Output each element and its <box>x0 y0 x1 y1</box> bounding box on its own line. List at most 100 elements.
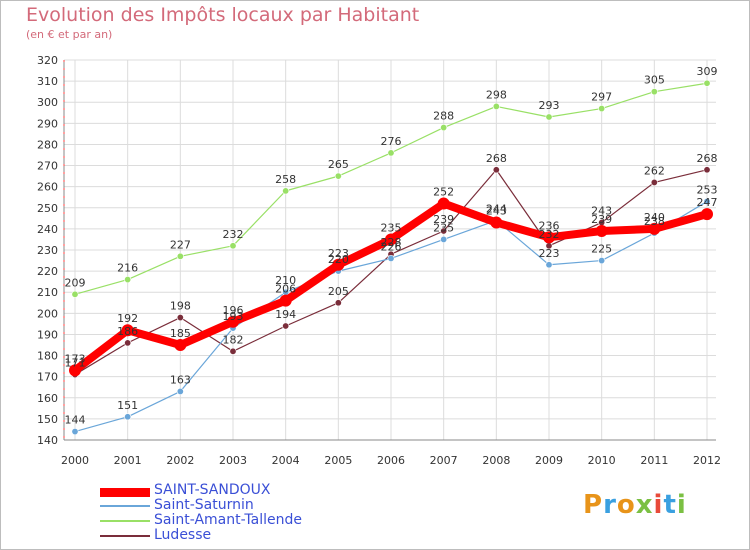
data-point <box>176 314 184 322</box>
logo-letter: i <box>653 490 664 520</box>
data-point <box>387 149 395 157</box>
data-label: 236 <box>539 219 560 232</box>
data-point <box>701 208 713 221</box>
data-label: 226 <box>381 240 402 253</box>
legend-swatch <box>100 488 150 497</box>
data-point <box>598 105 606 113</box>
y-tick-label: 180 <box>37 350 58 363</box>
y-tick-label: 220 <box>37 265 58 278</box>
data-label: 247 <box>697 196 718 209</box>
data-point <box>282 187 290 195</box>
data-point <box>174 339 187 351</box>
data-point <box>595 225 608 237</box>
data-label: 239 <box>591 213 612 226</box>
data-point <box>440 235 448 243</box>
data-label: 227 <box>170 238 191 251</box>
data-label: 265 <box>328 158 349 171</box>
y-tick-label: 300 <box>37 96 58 109</box>
data-label: 268 <box>486 152 507 165</box>
chart-title: Evolution des Impôts locaux par Habitant <box>26 4 420 26</box>
y-tick-label: 270 <box>37 160 58 173</box>
data-label: 253 <box>697 183 718 196</box>
data-label: 144 <box>65 414 86 427</box>
data-point <box>176 387 184 395</box>
data-point <box>492 102 500 110</box>
y-tick-label: 140 <box>37 434 58 447</box>
data-label: 173 <box>65 352 86 365</box>
x-tick-label: 2011 <box>640 454 668 467</box>
data-point <box>227 315 239 328</box>
data-label: 288 <box>433 110 454 123</box>
data-label: 220 <box>328 253 349 266</box>
data-point <box>545 261 553 269</box>
y-tick-label: 210 <box>37 286 58 299</box>
data-point <box>282 322 290 330</box>
legend-swatch <box>100 505 150 507</box>
data-label: 293 <box>539 99 560 112</box>
data-label: 309 <box>697 65 718 78</box>
data-label: 244 <box>486 202 507 215</box>
data-point <box>334 172 342 180</box>
data-label: 252 <box>433 186 454 199</box>
y-tick-label: 190 <box>37 328 58 341</box>
x-tick-label: 2003 <box>219 454 247 467</box>
chart-subtitle: (en € et par an) <box>26 28 113 41</box>
data-label: 239 <box>433 213 454 226</box>
x-tick-label: 2005 <box>324 454 352 467</box>
data-point <box>387 254 395 262</box>
y-tick-label: 280 <box>37 138 58 151</box>
y-tick-label: 230 <box>37 244 58 257</box>
logo-letter: i <box>676 490 687 520</box>
data-point <box>703 166 711 174</box>
data-label: 185 <box>170 327 191 340</box>
data-point <box>124 276 132 284</box>
data-point <box>543 231 555 244</box>
data-point <box>332 258 345 271</box>
legend-label: SAINT-SANDOUX <box>154 482 271 498</box>
legend-swatch <box>100 535 150 537</box>
x-tick-label: 2002 <box>166 454 194 467</box>
data-point <box>650 178 658 186</box>
x-tick-label: 2010 <box>588 454 616 467</box>
legend-label: Saint-Amant-Tallende <box>154 512 302 528</box>
x-tick-label: 2007 <box>430 454 458 467</box>
y-tick-label: 250 <box>37 202 58 215</box>
x-tick-label: 2000 <box>61 454 89 467</box>
logo-letter: P <box>583 490 604 520</box>
y-tick-label: 260 <box>37 181 58 194</box>
proxiti-logo: Proxiti <box>583 490 687 520</box>
data-label: 193 <box>223 310 244 323</box>
data-point <box>334 299 342 307</box>
data-label: 297 <box>591 91 612 104</box>
legend-swatch <box>100 520 150 522</box>
data-label: 225 <box>591 243 612 256</box>
data-label: 192 <box>117 312 138 325</box>
y-tick-label: 150 <box>37 413 58 426</box>
data-label: 268 <box>697 152 718 165</box>
data-point <box>545 113 553 121</box>
data-label: 209 <box>65 276 86 289</box>
data-label: 238 <box>644 215 665 228</box>
data-point <box>69 364 81 377</box>
data-point <box>437 197 450 210</box>
y-tick-label: 200 <box>37 307 58 320</box>
legend-label: Ludesse <box>154 527 212 543</box>
data-label: 223 <box>328 247 349 260</box>
data-label: 163 <box>170 373 191 386</box>
data-label: 243 <box>486 205 507 218</box>
logo-letter: t <box>663 490 677 520</box>
data-point <box>650 88 658 96</box>
x-tick-label: 2012 <box>693 454 721 467</box>
data-point <box>71 290 79 298</box>
data-label: 243 <box>591 205 612 218</box>
data-label: 228 <box>381 236 402 249</box>
data-label: 205 <box>328 285 349 298</box>
data-point <box>490 216 503 229</box>
data-label: 194 <box>275 308 296 321</box>
data-point <box>176 252 184 260</box>
data-label: 151 <box>117 399 138 412</box>
data-label: 232 <box>539 228 560 241</box>
data-label: 240 <box>644 211 665 224</box>
data-label: 298 <box>486 88 507 101</box>
